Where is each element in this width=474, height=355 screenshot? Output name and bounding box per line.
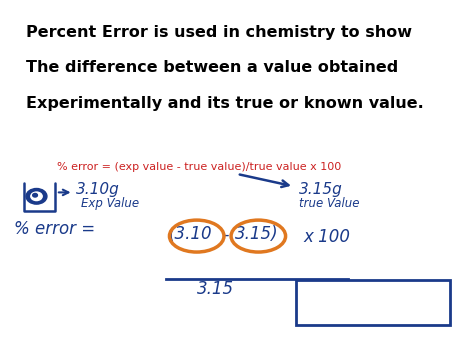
Text: x 100: x 100	[303, 228, 350, 246]
Text: The difference between a value obtained: The difference between a value obtained	[26, 60, 398, 75]
Text: Percent Error is used in chemistry to show: Percent Error is used in chemistry to sh…	[26, 25, 412, 40]
Text: 3.15: 3.15	[197, 280, 234, 299]
Text: 3.15g: 3.15g	[299, 182, 342, 197]
FancyBboxPatch shape	[296, 280, 450, 325]
Circle shape	[33, 193, 37, 197]
Text: true Value: true Value	[299, 197, 359, 210]
Circle shape	[31, 192, 42, 201]
Text: 3.10g: 3.10g	[76, 182, 119, 197]
Text: Exp Value: Exp Value	[81, 197, 139, 210]
Text: (3.10: (3.10	[168, 225, 212, 244]
Text: -: -	[222, 225, 228, 244]
Text: Experimentally and its true or known value.: Experimentally and its true or known val…	[26, 96, 424, 111]
Text: 01.59%: 01.59%	[306, 286, 380, 305]
Text: % error = (exp value - true value)/true value x 100: % error = (exp value - true value)/true …	[57, 162, 341, 171]
Text: % error =: % error =	[14, 220, 95, 238]
Circle shape	[26, 189, 47, 204]
Text: 3.15): 3.15)	[235, 225, 278, 244]
